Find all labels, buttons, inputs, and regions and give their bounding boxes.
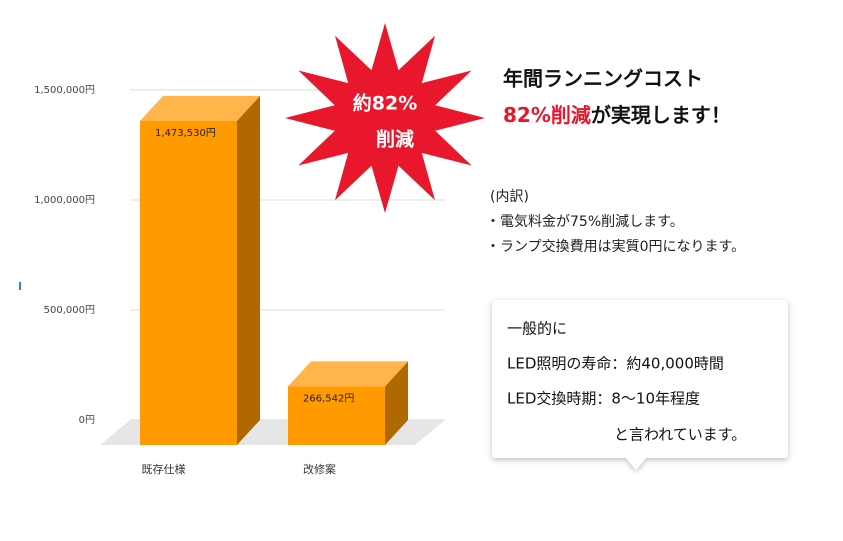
chart: 0円 500,000円 1,000,000円 1,500,000円 1,473,530円… [34,85,445,476]
bar [140,120,237,446]
callout [492,300,788,470]
bar-side [237,95,260,446]
callout-text: と言われています。 [614,426,746,444]
breakdown-title: (内訳) [490,189,529,205]
y-tick-label: 500,000円 [44,305,95,316]
callout-text: 一般的に [507,320,567,338]
callout-box [492,300,788,470]
callout-text: LED照明の寿命：約40,000時間 [507,355,724,373]
value-label: 266,542円 [303,393,354,404]
bar [288,386,385,445]
callout-text: LED交換時期：8〜10年程度 [507,390,700,408]
bar-side [385,361,408,445]
bar-top [288,361,408,387]
y-tick-label: 1,000,000円 [34,195,95,206]
marker [19,282,21,290]
x-tick-label: 改修案 [303,462,336,476]
badge-text: 削減 [376,128,414,151]
badge-text: 約82% [353,92,417,115]
starburst [285,23,485,213]
bar-top [140,95,260,121]
value-label: 1,473,530円 [155,128,216,139]
y-tick-label: 0円 [79,415,95,426]
x-tick-label: 既存仕様 [142,462,186,476]
y-tick-label: 1,500,000円 [34,85,95,96]
headline: 年間ランニングコスト [503,67,703,91]
breakdown-item: ・電気料金が75%削減します。 [486,213,684,230]
headline: 82%削減が実現します！ [503,103,731,127]
headline-rest: が実現します！ [591,103,731,127]
headline-highlight: 82%削減 [503,103,591,127]
breakdown-item: ・ランプ交換費用は実質0円になります。 [486,238,745,255]
